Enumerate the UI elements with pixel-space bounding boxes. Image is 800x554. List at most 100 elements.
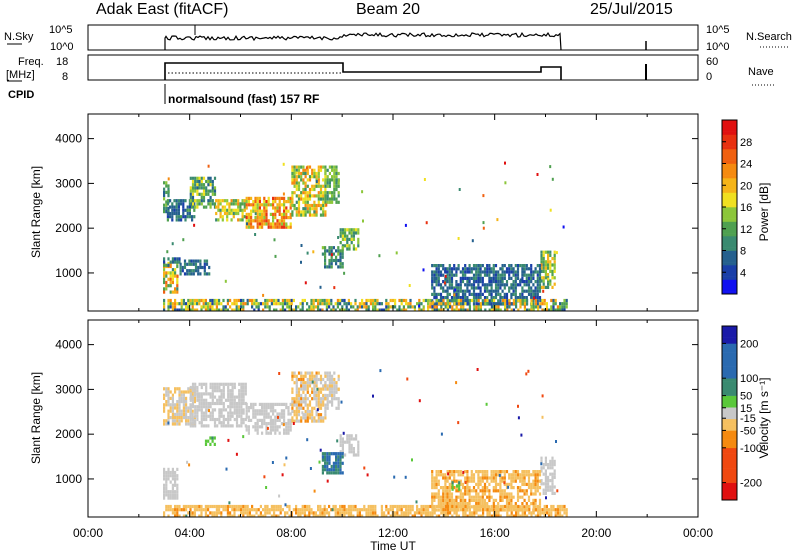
- data-cell: [199, 265, 202, 270]
- colorbar-segment: [722, 134, 737, 138]
- colorbar-segment: [722, 172, 737, 176]
- data-cell: [339, 514, 342, 517]
- data-cell: [540, 279, 543, 283]
- data-cell: [389, 298, 392, 303]
- data-cell: [536, 264, 539, 268]
- data-cell: [561, 308, 564, 311]
- data-cell: [165, 480, 168, 484]
- data-cell: [532, 276, 535, 280]
- data-cell: [317, 403, 320, 407]
- colorbar-segment: [722, 471, 737, 475]
- data-cell: [521, 482, 524, 486]
- data-cell: [344, 453, 347, 457]
- data-cell: [442, 296, 445, 300]
- data-cell: [241, 211, 244, 216]
- data-cell: [341, 298, 344, 303]
- data-cell: [380, 508, 383, 512]
- data-cell: [255, 508, 258, 512]
- data-cell: [244, 392, 247, 396]
- data-cell: [213, 421, 217, 425]
- data-cell: [472, 267, 476, 271]
- data-cell: [446, 302, 449, 306]
- data-cell: [204, 298, 207, 303]
- data-cell: [207, 392, 210, 396]
- data-cell: [492, 296, 495, 300]
- data-cell: [358, 305, 361, 309]
- data-cell: [265, 203, 268, 207]
- data-cell: [328, 305, 331, 309]
- data-cell: [226, 199, 229, 203]
- data-cell: [240, 385, 243, 390]
- data-cell: [493, 511, 496, 515]
- data-cell: [538, 264, 542, 268]
- data-cell: [222, 385, 225, 390]
- data-cell: [280, 409, 283, 413]
- data-cell: [448, 267, 451, 271]
- data-cell: [180, 393, 183, 397]
- data-cell: [308, 197, 312, 201]
- data-cell: [240, 305, 243, 309]
- data-cell: [446, 280, 449, 284]
- data-cell: [205, 417, 208, 422]
- data-cell: [200, 308, 203, 311]
- data-cell: [324, 194, 327, 198]
- data-cell: [357, 453, 360, 457]
- data-cell: [263, 412, 266, 416]
- colorbar-segment: [722, 143, 737, 147]
- data-cell: [483, 482, 487, 486]
- data-cell: [468, 508, 471, 512]
- colorbar-segment: [722, 369, 737, 373]
- data-cell: [285, 406, 288, 410]
- data-cell: [536, 470, 539, 474]
- data-cell: [532, 492, 535, 496]
- data-cell: [167, 504, 170, 509]
- data-cell: [285, 212, 288, 216]
- data-cell: [330, 468, 333, 472]
- data-cell: [422, 308, 425, 311]
- data-cell: [306, 397, 309, 401]
- data-cell: [514, 289, 517, 293]
- data-cell: [235, 395, 239, 399]
- data-cell: [240, 408, 243, 412]
- data-cell: [472, 498, 476, 502]
- data-cell: [530, 292, 533, 296]
- data-cell: [506, 511, 509, 515]
- data-cell: [203, 262, 206, 266]
- data-cell: [449, 508, 452, 512]
- data-cell: [189, 398, 192, 402]
- data-cell: [227, 411, 230, 415]
- data-cell: [178, 412, 181, 416]
- data-cell: [334, 511, 337, 515]
- data-cell: [453, 267, 456, 271]
- data-cell: [357, 241, 360, 245]
- data-cell: [337, 452, 340, 456]
- data-cell: [319, 508, 322, 512]
- data-cell: [547, 250, 550, 254]
- data-cell: [233, 405, 236, 409]
- data-cell: [448, 489, 451, 493]
- colorbar-segment: [722, 378, 737, 382]
- data-cell: [521, 511, 524, 515]
- data-cell: [490, 504, 493, 509]
- data-cell: [490, 470, 493, 474]
- data-cell: [549, 250, 552, 254]
- data-cell: [477, 308, 480, 311]
- data-cell: [265, 406, 268, 410]
- data-cell: [470, 479, 473, 483]
- data-cell: [433, 286, 436, 290]
- data-cell: [319, 406, 323, 410]
- data-cell: [544, 269, 547, 273]
- data-cell: [167, 493, 170, 497]
- data-cell: [218, 389, 221, 393]
- data-cell: [176, 474, 179, 478]
- data-cell: [345, 508, 348, 512]
- data-cell: [208, 409, 210, 413]
- data-cell: [544, 266, 547, 270]
- data-cell: [552, 302, 555, 306]
- data-cell: [175, 218, 178, 222]
- data-cell: [357, 244, 360, 248]
- data-cell: [433, 486, 436, 490]
- data-cell: [235, 417, 239, 422]
- data-cell: [563, 308, 566, 311]
- data-cell: [510, 511, 513, 515]
